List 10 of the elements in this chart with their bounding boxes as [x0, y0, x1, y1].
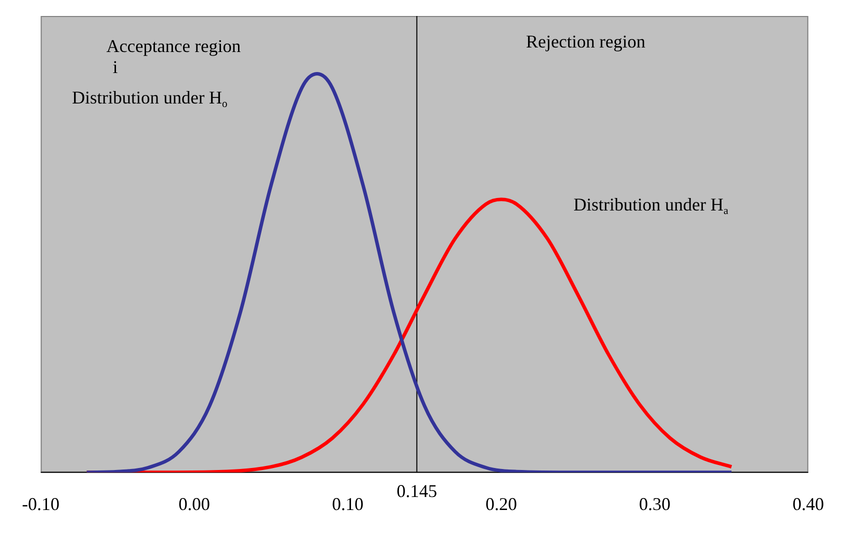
text: Rejection region — [526, 32, 646, 52]
x-tick-label: 0.20 — [486, 494, 517, 514]
x-tick-label: 0.10 — [332, 494, 364, 514]
x-tick-label: 0.40 — [792, 494, 824, 514]
ref-line-label: 0.145 — [396, 481, 438, 502]
annotation: i — [112, 56, 118, 77]
x-tick-label: 0.00 — [178, 494, 210, 514]
text: Acceptance region — [106, 36, 241, 56]
x-tick-label: 0.30 — [639, 494, 670, 514]
x-tick-label: -0.10 — [22, 494, 60, 514]
